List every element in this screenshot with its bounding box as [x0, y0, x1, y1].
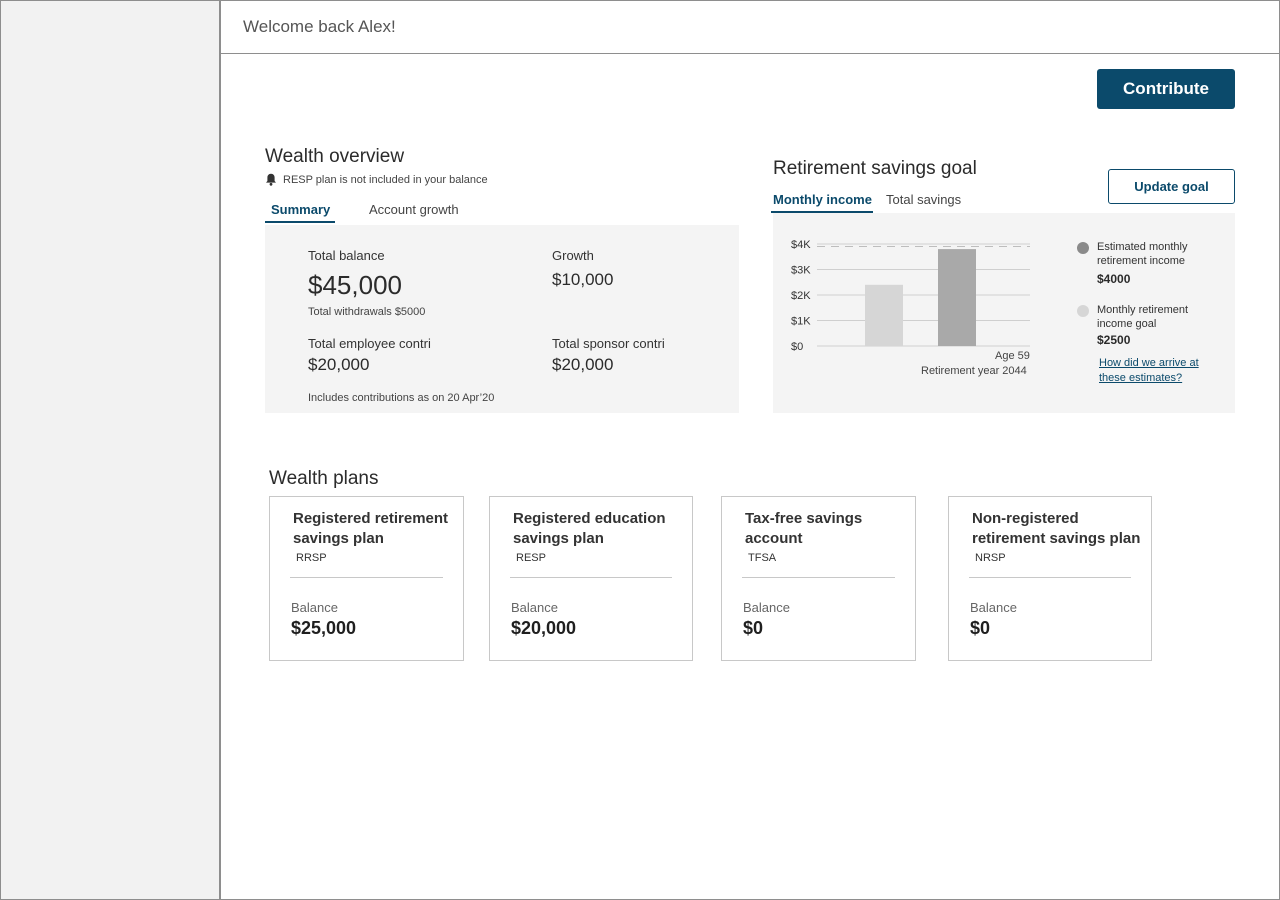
top-bar: Welcome back Alex! — [221, 1, 1279, 54]
bar-income-goal — [865, 284, 903, 346]
employee-contri-value: $20,000 — [308, 355, 370, 374]
tab-summary[interactable]: Summary — [271, 202, 331, 217]
tab-account-growth[interactable]: Account growth — [369, 202, 459, 217]
plan-name: Registered education savings plan — [513, 510, 666, 547]
growth-label: Growth — [552, 248, 594, 263]
bell-icon — [266, 173, 276, 186]
legend-goal-dot — [1077, 305, 1089, 317]
plan-balance-label: Balance — [511, 600, 558, 615]
tab-monthly-income[interactable]: Monthly income — [773, 192, 872, 207]
plan-divider — [510, 577, 672, 578]
plan-balance-value: $25,000 — [291, 618, 357, 638]
plan-code: NRSP — [975, 552, 1006, 564]
plan-balance-label: Balance — [291, 600, 338, 615]
plan-divider — [742, 577, 895, 578]
employee-contri-label: Total employee contri — [308, 336, 431, 351]
plan-divider — [969, 577, 1131, 578]
growth-value: $10,000 — [552, 270, 614, 289]
y-tick-label: $4K — [791, 239, 811, 251]
retirement-chart: $4K $3K $2K $1K $0 — [791, 239, 1030, 353]
retirement-goal-title: Retirement savings goal — [773, 158, 977, 179]
contributions-footnote: Includes contributions as on 20 Apr’20 — [308, 392, 495, 404]
wealth-plans-title: Wealth plans — [269, 468, 379, 489]
plan-balance-value: $20,000 — [511, 618, 577, 638]
main-content: Welcome back Alex! Contribute Wealth ove… — [221, 0, 1280, 900]
y-tick-label: $0 — [791, 341, 803, 353]
tab-total-savings[interactable]: Total savings — [886, 192, 962, 207]
resp-notice-text: RESP plan is not included in your balanc… — [283, 173, 488, 186]
legend-goal-value: $2500 — [1097, 333, 1131, 347]
x-caption-age: Age 59 — [995, 350, 1030, 362]
sponsor-contri-value: $20,000 — [552, 355, 614, 374]
plan-balance-value: $0 — [970, 618, 991, 638]
plan-card-rrsp[interactable]: Registered retirement savings plan RRSP … — [269, 496, 464, 661]
legend-estimated-label: Estimated monthly retirement income — [1097, 241, 1188, 267]
summary-panel: Total balance $45,000 Total withdrawals … — [265, 225, 739, 413]
sponsor-contri-label: Total sponsor contri — [552, 336, 665, 351]
plan-code: TFSA — [748, 552, 777, 564]
total-balance-label: Total balance — [308, 248, 385, 263]
plan-balance-label: Balance — [970, 600, 1017, 615]
resp-notice: RESP plan is not included in your balanc… — [265, 173, 488, 186]
y-tick-label: $3K — [791, 265, 811, 277]
welcome-message: Welcome back Alex! — [243, 17, 396, 36]
plan-divider — [290, 577, 443, 578]
wealth-overview-title: Wealth overview — [265, 146, 405, 167]
tab-monthly-income-underline — [771, 211, 873, 213]
legend-goal-label: Monthly retirement income goal — [1097, 304, 1189, 330]
plan-code: RESP — [516, 552, 546, 564]
contribute-button[interactable]: Contribute — [1097, 69, 1235, 109]
total-withdrawals: Total withdrawals $5000 — [308, 306, 426, 318]
retirement-chart-panel: $4K $3K $2K $1K $0 Age 59 Retirement year 20… — [773, 213, 1235, 413]
x-caption-retirement-year: Retirement year 2044 — [921, 365, 1027, 377]
legend-estimated-value: $4000 — [1097, 272, 1131, 286]
y-tick-label: $2K — [791, 290, 811, 302]
bar-estimated-income — [938, 249, 976, 346]
estimates-info-link[interactable]: How did we arrive at these estimates? — [1099, 357, 1199, 384]
tab-summary-underline — [265, 221, 335, 223]
plan-card-nrsp[interactable]: Non-registered retirement savings plan N… — [948, 496, 1152, 661]
total-balance-value: $45,000 — [308, 270, 402, 300]
plan-code: RRSP — [296, 552, 327, 564]
plan-balance-label: Balance — [743, 600, 790, 615]
plan-name: Non-registered retirement savings plan — [972, 510, 1141, 547]
y-tick-label: $1K — [791, 316, 811, 328]
plan-card-tfsa[interactable]: Tax-free savings account TFSA Balance $0 — [721, 496, 916, 661]
plan-name: Registered retirement savings plan — [293, 510, 449, 547]
sidebar — [0, 0, 221, 900]
update-goal-button[interactable]: Update goal — [1108, 169, 1235, 204]
plan-balance-value: $0 — [743, 618, 764, 638]
plan-card-resp[interactable]: Registered education savings plan RESP B… — [489, 496, 693, 661]
legend-estimated-dot — [1077, 242, 1089, 254]
plan-name: Tax-free savings account — [745, 510, 863, 547]
